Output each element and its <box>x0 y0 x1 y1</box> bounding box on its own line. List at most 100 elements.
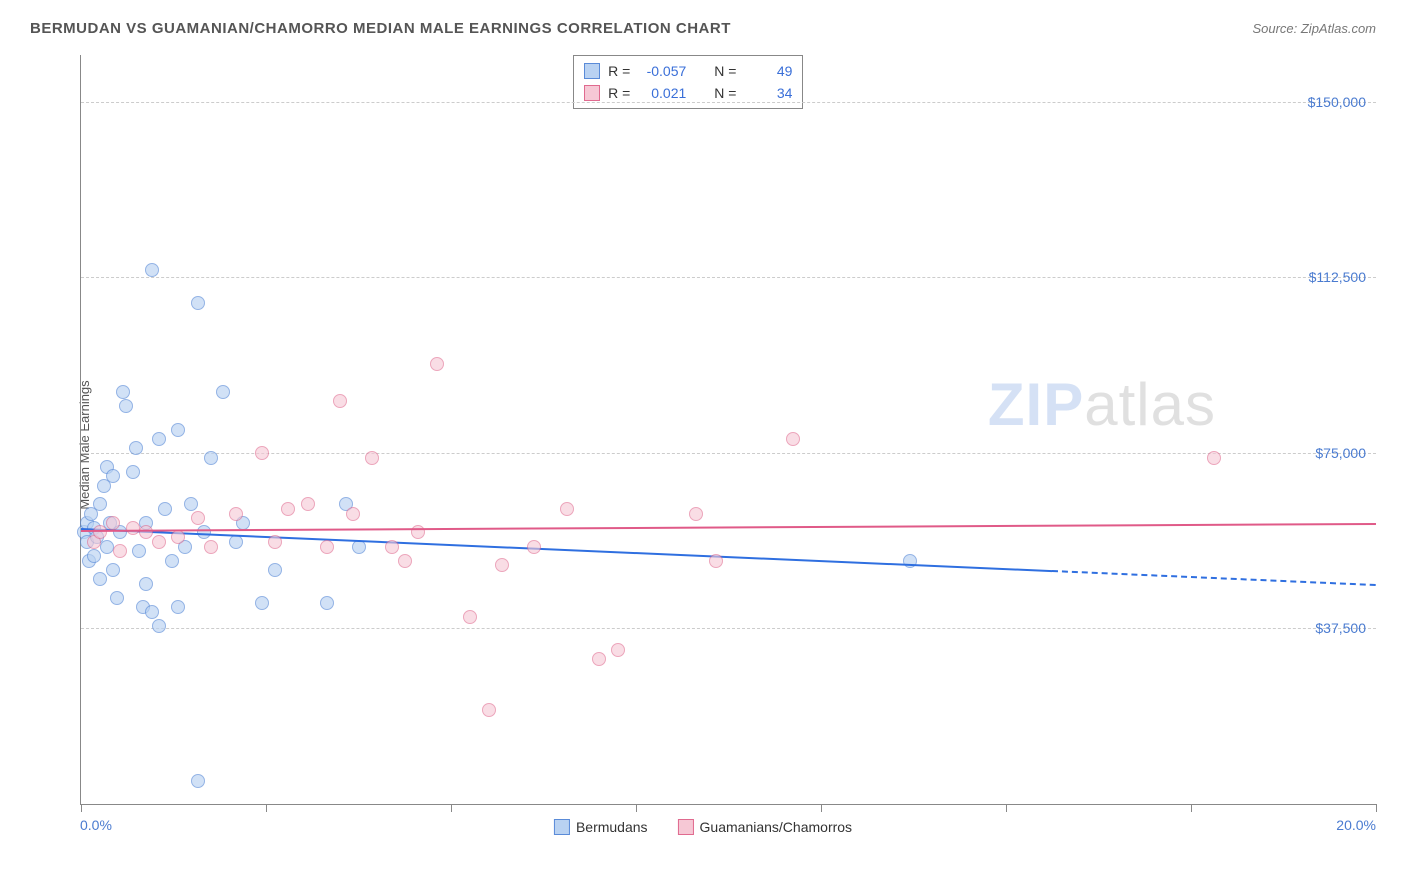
x-tick <box>1376 804 1377 812</box>
data-point <box>385 540 399 554</box>
data-point <box>463 610 477 624</box>
legend-swatch-bermudans <box>554 819 570 835</box>
data-point <box>229 507 243 521</box>
stat-R-value: -0.057 <box>638 63 686 79</box>
data-point <box>93 497 107 511</box>
data-point <box>119 399 133 413</box>
data-point <box>87 549 101 563</box>
y-tick-label: $75,000 <box>1315 445 1366 461</box>
data-point <box>191 296 205 310</box>
stats-row: R =-0.057N =49 <box>584 60 792 82</box>
gridline <box>81 628 1376 629</box>
x-tick <box>1006 804 1007 812</box>
plot-region: ZIPatlas R =-0.057N =49R =0.021N =34 $37… <box>80 55 1376 805</box>
data-point <box>611 643 625 657</box>
data-point <box>301 497 315 511</box>
stat-R-label: R = <box>608 63 630 79</box>
data-point <box>165 554 179 568</box>
data-point <box>495 558 509 572</box>
watermark-zip: ZIP <box>988 371 1084 438</box>
data-point <box>709 554 723 568</box>
data-point <box>268 563 282 577</box>
data-point <box>132 544 146 558</box>
data-point <box>152 535 166 549</box>
data-point <box>93 525 107 539</box>
legend-item-guamanians: Guamanians/Chamorros <box>678 819 853 835</box>
data-point <box>139 577 153 591</box>
stat-N-label: N = <box>714 63 736 79</box>
data-point <box>152 619 166 633</box>
stat-N-label: N = <box>714 85 736 101</box>
bottom-legend: Bermudans Guamanians/Chamorros <box>554 819 852 835</box>
data-point <box>139 525 153 539</box>
y-tick-label: $37,500 <box>1315 620 1366 636</box>
data-point <box>145 263 159 277</box>
stat-R-value: 0.021 <box>638 85 686 101</box>
stats-row: R = 0.021 N = 34 <box>584 82 792 104</box>
data-point <box>430 357 444 371</box>
x-tick <box>81 804 82 812</box>
watermark: ZIPatlas <box>988 370 1216 439</box>
data-point <box>365 451 379 465</box>
trend-line <box>1052 570 1376 586</box>
data-point <box>560 502 574 516</box>
data-point <box>204 540 218 554</box>
x-axis-min-label: 0.0% <box>80 817 112 833</box>
stat-R-label: R = <box>608 85 630 101</box>
data-point <box>158 502 172 516</box>
y-tick-label: $150,000 <box>1308 94 1366 110</box>
trend-line <box>81 523 1376 532</box>
data-point <box>786 432 800 446</box>
stats-swatch <box>584 85 600 101</box>
legend-item-bermudans: Bermudans <box>554 819 648 835</box>
data-point <box>281 502 295 516</box>
data-point <box>346 507 360 521</box>
data-point <box>204 451 218 465</box>
trend-line <box>81 528 1052 572</box>
data-point <box>1207 451 1221 465</box>
data-point <box>145 605 159 619</box>
data-point <box>191 774 205 788</box>
data-point <box>689 507 703 521</box>
data-point <box>106 516 120 530</box>
x-tick <box>821 804 822 812</box>
data-point <box>126 465 140 479</box>
data-point <box>527 540 541 554</box>
gridline <box>81 453 1376 454</box>
legend-label-guamanians: Guamanians/Chamorros <box>700 819 853 835</box>
data-point <box>592 652 606 666</box>
data-point <box>116 385 130 399</box>
data-point <box>106 469 120 483</box>
data-point <box>255 446 269 460</box>
data-point <box>482 703 496 717</box>
data-point <box>184 497 198 511</box>
data-point <box>126 521 140 535</box>
legend-swatch-guamanians <box>678 819 694 835</box>
gridline <box>81 102 1376 103</box>
data-point <box>255 596 269 610</box>
data-point <box>216 385 230 399</box>
stat-N-value: 34 <box>744 85 792 101</box>
data-point <box>113 544 127 558</box>
x-tick <box>1191 804 1192 812</box>
data-point <box>268 535 282 549</box>
data-point <box>152 432 166 446</box>
chart-title: BERMUDAN VS GUAMANIAN/CHAMORRO MEDIAN MA… <box>30 20 731 37</box>
source-attribution: Source: ZipAtlas.com <box>1252 21 1376 36</box>
x-tick <box>266 804 267 812</box>
gridline <box>81 277 1376 278</box>
data-point <box>171 530 185 544</box>
data-point <box>93 572 107 586</box>
data-point <box>171 423 185 437</box>
x-tick <box>451 804 452 812</box>
data-point <box>398 554 412 568</box>
data-point <box>100 540 114 554</box>
data-point <box>171 600 185 614</box>
x-axis-max-label: 20.0% <box>1336 817 1376 833</box>
x-tick <box>636 804 637 812</box>
watermark-atlas: atlas <box>1084 371 1216 438</box>
y-tick-label: $112,500 <box>1309 269 1366 285</box>
data-point <box>106 563 120 577</box>
data-point <box>129 441 143 455</box>
data-point <box>110 591 124 605</box>
